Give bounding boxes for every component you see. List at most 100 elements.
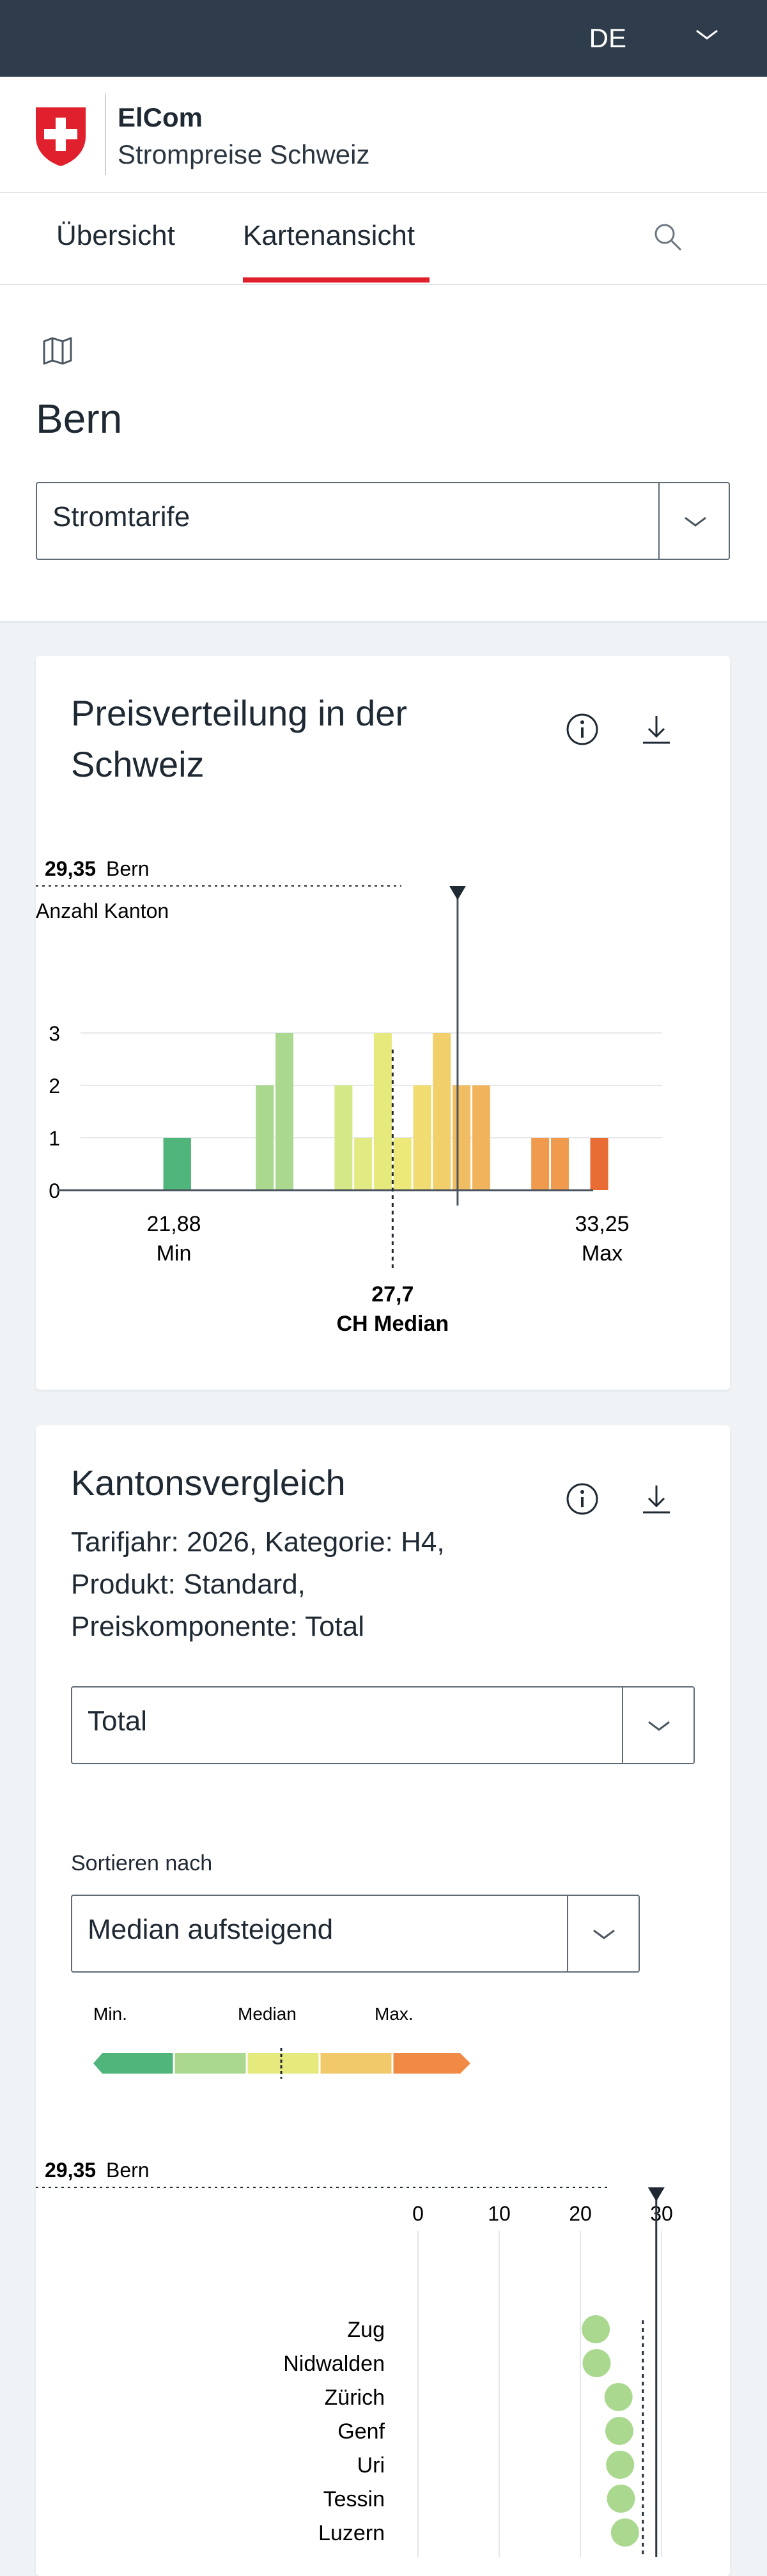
histogram-bar [472,1085,490,1190]
active-tab-indicator [243,277,430,283]
nav-tabs: Übersicht Kartenansicht [0,193,767,285]
canton-dot [605,2417,633,2445]
chevron-down-icon[interactable] [694,27,720,42]
canton-label: Tessin [323,2487,385,2511]
marker-label: Bern [106,2159,150,2182]
x-tick-label: 20 [569,2202,592,2225]
component-dropdown[interactable]: Total [71,1686,695,1764]
canton-dot-chart: 29,35 Bern 0 10 20 30 Zug Nidwalden Zürich Gen… [36,2159,673,2557]
histogram-bar [413,1085,431,1190]
region-header: Bern Stromtarife [0,285,767,623]
histogram-bar [173,1138,191,1190]
swiss-shield-icon[interactable] [33,105,88,167]
brand-header: ElCom Strompreise Schweiz [0,77,767,193]
dropdown-separator [622,1688,623,1763]
top-bar: DE [0,0,767,77]
highlight-marker [449,886,466,900]
canton-dot [610,2518,639,2547]
x-tick-label: 30 [650,2202,673,2225]
histogram-bar [256,1085,274,1190]
dropdown-separator [658,483,660,559]
card-title-line2: Schweiz [71,744,205,784]
sort-label: Sortieren nach [71,1851,213,1875]
info-icon[interactable] [565,712,600,747]
canton-dot [606,2451,635,2479]
histogram-bar [393,1138,412,1190]
median-value: 27,7 [371,1282,414,1307]
chevron-down-icon[interactable] [646,1718,672,1734]
card-subtitle-line2: Produkt: Standard, [71,1569,306,1600]
canton-dot [607,2485,635,2513]
y-tick-label: 0 [49,1179,60,1202]
x-tick-label: 0 [412,2202,424,2225]
tariff-dropdown[interactable]: Stromtarife [36,482,730,560]
histogram-bar [334,1085,353,1190]
median-label: CH Median [336,1312,449,1336]
histogram-bar [550,1138,569,1190]
min-value: 21,88 [146,1212,201,1236]
min-label: Min [157,1241,192,1266]
marker-value: 29,35 [45,2159,96,2182]
legend-min: Min. [93,2004,127,2024]
canton-label: Genf [337,2419,385,2444]
map-icon [43,337,72,365]
legend-segment [174,2053,247,2074]
histogram-bar [433,1033,451,1190]
brand-name: ElCom [118,102,203,132]
card-subtitle-line3: Preiskomponente: Total [71,1611,365,1642]
canton-dot [582,2315,610,2343]
sort-dropdown[interactable]: Median aufsteigend [71,1895,640,1973]
marker-label: Bern [106,857,150,880]
max-label: Max [582,1241,623,1266]
max-value: 33,25 [575,1212,629,1236]
download-icon[interactable] [639,1482,674,1516]
histogram-bar [531,1138,550,1190]
card-subtitle-line1: Tarifjahr: 2026, Kategorie: H4, [71,1526,445,1558]
histogram-bar [453,1085,471,1190]
legend-segment [102,2053,174,2074]
y-tick-label: 2 [49,1075,60,1098]
canton-label: Uri [357,2453,385,2478]
histogram-bar [275,1033,294,1190]
download-icon[interactable] [639,712,674,747]
tab-kartenansicht[interactable]: Kartenansicht [243,220,415,251]
highlight-marker [647,2187,665,2201]
search-icon[interactable] [652,221,684,253]
marker-value: 29,35 [45,857,96,880]
component-dropdown-value: Total [88,1705,147,1737]
info-icon[interactable] [565,1482,600,1516]
canton-label: Nidwalden [283,2352,385,2376]
histogram-bar [354,1138,373,1190]
y-tick-label: 3 [49,1022,60,1045]
chevron-down-icon[interactable] [591,1927,617,1942]
tariff-dropdown-value: Stromtarife [52,501,190,532]
canton-dot [604,2383,633,2411]
tab-uebersicht[interactable]: Übersicht [56,220,175,251]
brand-divider [105,93,106,175]
legend-segment [247,2053,320,2074]
brand-subtitle: Strompreise Schweiz [118,139,370,169]
price-distribution-card: Preisverteilung in der Schweiz 29,35 Ber… [36,656,730,1390]
language-selector[interactable]: DE [589,23,626,53]
dropdown-separator [567,1896,568,1971]
legend-max: Max. [375,2004,414,2024]
canton-comparison-card: Kantonsvergleich Tarifjahr: 2026, Katego… [36,1425,730,2576]
color-scale-legend: Min. Median Max. [93,2004,470,2079]
canton-label: Luzern [318,2521,385,2545]
legend-segment [320,2053,392,2074]
histogram-bar [373,1033,392,1190]
canton-label: Zug [347,2318,385,2342]
card-title: Preisverteilung in der [71,693,408,733]
canton-label: Zürich [325,2386,385,2410]
legend-segment [392,2053,460,2074]
legend-median: Median [238,2004,297,2024]
x-tick-label: 10 [488,2202,511,2225]
y-axis-title: Anzahl Kanton [36,899,169,922]
y-tick-label: 1 [49,1127,60,1150]
card-title: Kantonsvergleich [71,1463,346,1503]
region-title: Bern [36,396,123,442]
chevron-down-icon[interactable] [683,514,708,529]
canton-dot [582,2349,611,2377]
histogram-bar [590,1138,608,1190]
